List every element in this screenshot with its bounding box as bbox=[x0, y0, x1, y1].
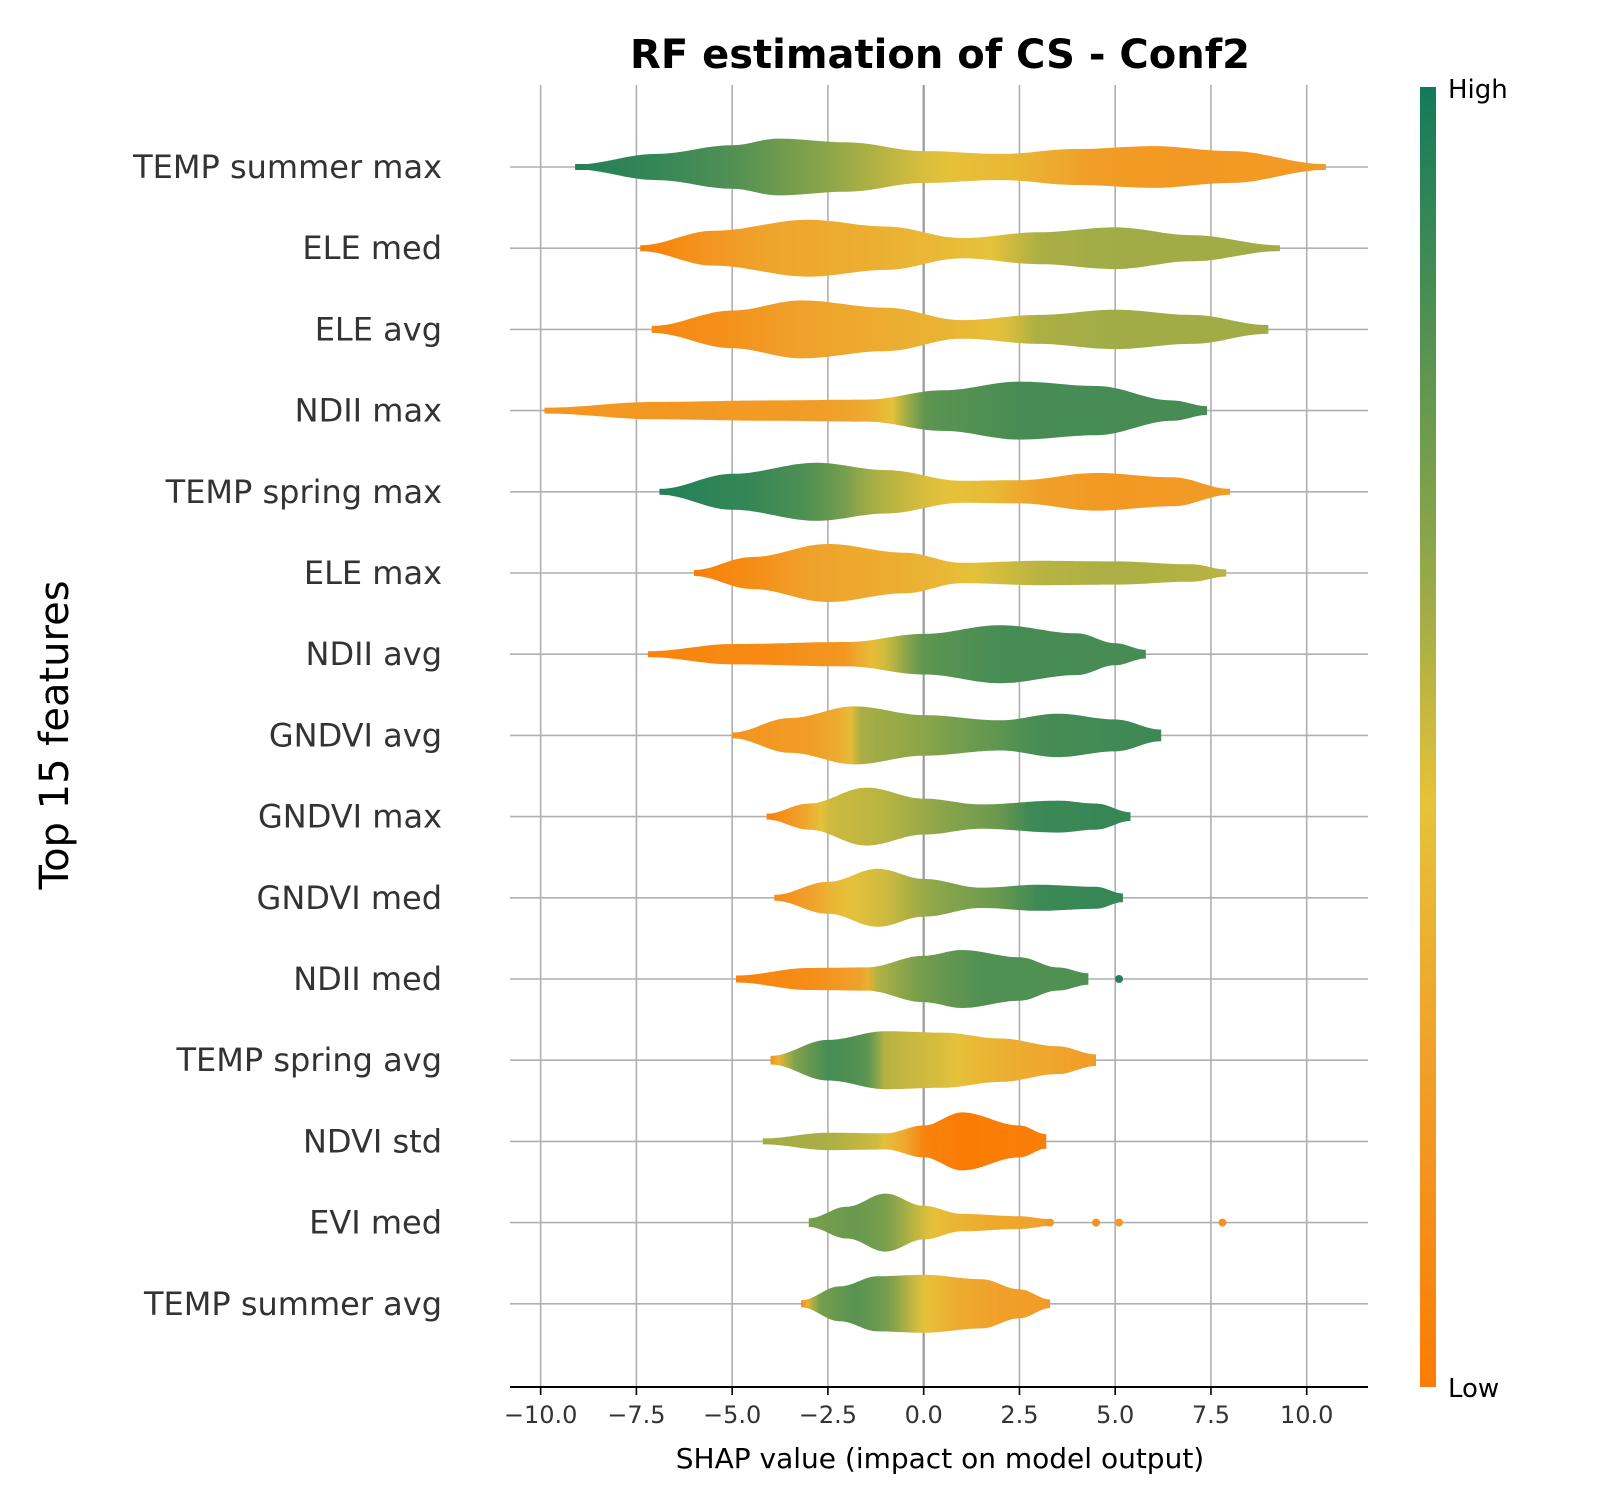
colorbar-gradient bbox=[1420, 87, 1436, 1387]
colorbar: High Low bbox=[1420, 75, 1508, 1404]
feature-labels: TEMP summer max ELE med ELE avg NDII max TEM… bbox=[132, 148, 442, 1323]
violin-temp-spring-max bbox=[659, 462, 1231, 521]
feature-label: ELE med bbox=[302, 229, 442, 267]
violin-layer bbox=[544, 138, 1326, 1333]
x-tick-label: −5.0 bbox=[703, 1401, 761, 1429]
x-tick-label: 5.0 bbox=[1096, 1401, 1134, 1429]
violin-gndvi-med bbox=[774, 868, 1123, 927]
violin-ele-max bbox=[693, 544, 1227, 602]
outlier-point bbox=[1218, 1218, 1227, 1227]
feature-label: GNDVI med bbox=[257, 879, 442, 917]
outlier-point bbox=[1115, 1218, 1124, 1227]
x-axis-title: SHAP value (impact on model output) bbox=[676, 1442, 1204, 1475]
feature-label: ELE max bbox=[304, 554, 442, 592]
violin-ndvi-std bbox=[762, 1112, 1047, 1171]
violin-evi-med bbox=[808, 1193, 1051, 1252]
x-tick-label: 0.0 bbox=[905, 1401, 943, 1429]
colorbar-high-label: High bbox=[1448, 75, 1508, 105]
x-tick-label: 7.5 bbox=[1192, 1401, 1230, 1429]
feature-label: NDVI std bbox=[303, 1122, 442, 1160]
feature-label: GNDVI avg bbox=[269, 716, 442, 754]
violin-ndii-med bbox=[736, 950, 1089, 1008]
violin-ele-avg bbox=[651, 300, 1269, 359]
violin-temp-summer-max bbox=[575, 138, 1326, 196]
violin-ndii-avg bbox=[647, 625, 1146, 684]
violin-temp-spring-avg bbox=[770, 1031, 1096, 1090]
outlier-point bbox=[1115, 975, 1124, 983]
x-tick-label: 2.5 bbox=[1000, 1401, 1038, 1429]
x-tick-label: −7.5 bbox=[607, 1401, 665, 1429]
feature-label: NDII max bbox=[295, 392, 442, 430]
x-axis: −10.0 −7.5 −5.0 −2.5 0.0 2.5 5.0 7.5 10.0 bbox=[504, 1386, 1368, 1429]
feature-label: NDII med bbox=[293, 960, 442, 998]
feature-label: TEMP spring avg bbox=[176, 1041, 443, 1079]
outlier-point bbox=[1092, 1218, 1101, 1227]
feature-label: TEMP summer max bbox=[132, 148, 442, 186]
violin-gndvi-avg bbox=[732, 706, 1162, 765]
feature-label: TEMP spring max bbox=[165, 473, 442, 511]
outlier-point bbox=[1046, 1218, 1055, 1227]
feature-label: EVI med bbox=[309, 1204, 442, 1242]
chart-title: RF estimation of CS - Conf2 bbox=[630, 32, 1250, 78]
colorbar-low-label: Low bbox=[1448, 1374, 1499, 1404]
y-axis-title: Top 15 features bbox=[32, 580, 78, 890]
feature-label: ELE avg bbox=[315, 310, 442, 348]
feature-label: TEMP summer avg bbox=[143, 1285, 442, 1323]
violin-ele-med bbox=[640, 219, 1280, 277]
violin-gndvi-max bbox=[766, 787, 1131, 846]
violin-ndii-max bbox=[544, 381, 1208, 440]
feature-label: NDII avg bbox=[306, 635, 442, 673]
x-tick-label: 10.0 bbox=[1280, 1401, 1333, 1429]
feature-label: GNDVI max bbox=[258, 798, 442, 836]
violin-temp-summer-avg bbox=[801, 1274, 1051, 1333]
x-tick-label: −10.0 bbox=[504, 1401, 578, 1429]
x-tick-label: −2.5 bbox=[799, 1401, 857, 1429]
